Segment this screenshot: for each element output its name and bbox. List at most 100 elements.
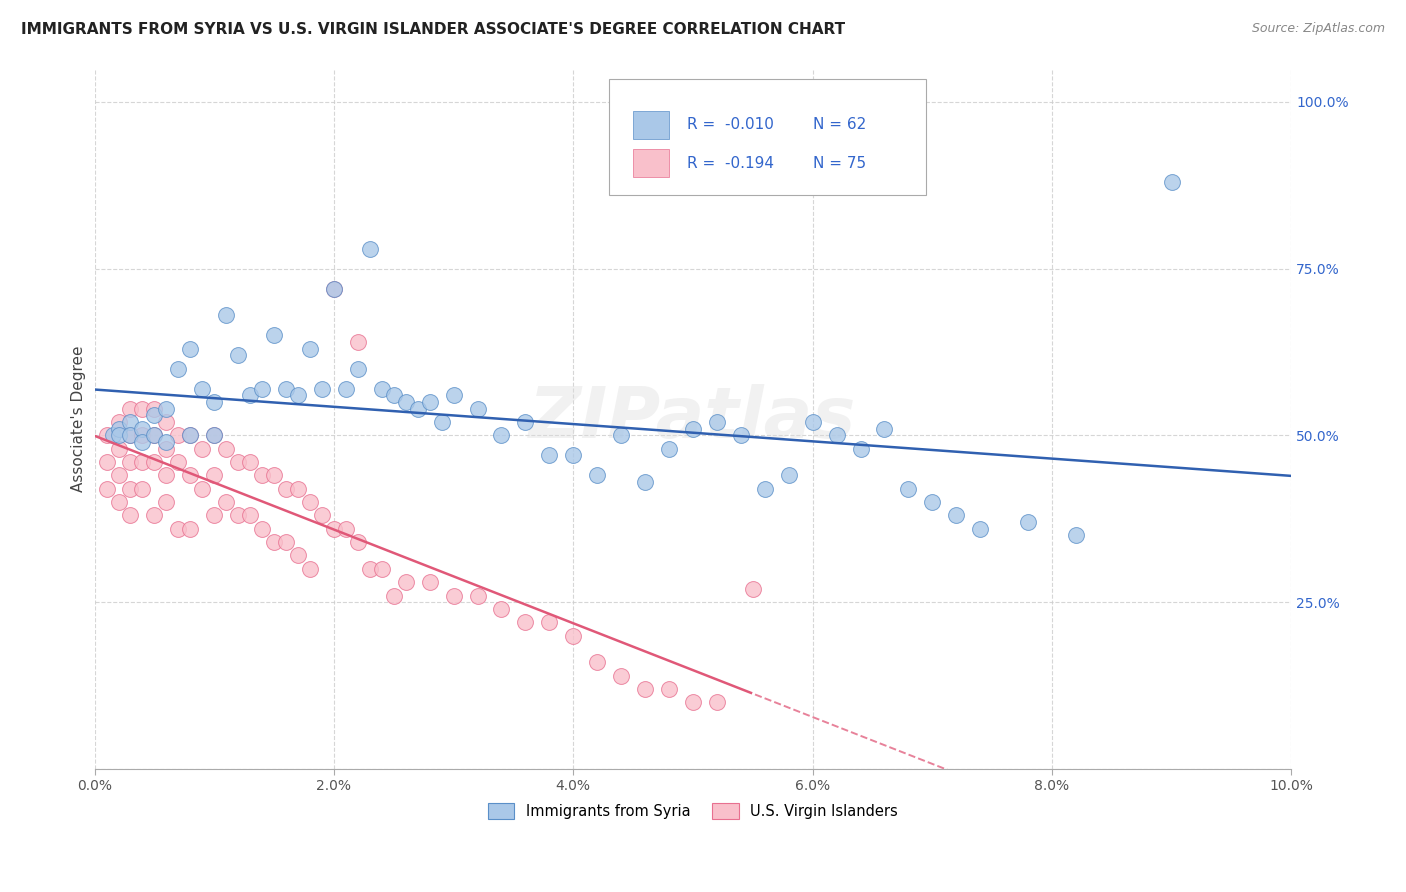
Point [120, 428, 142, 442]
Point [419, 395, 441, 409]
Point [143, 508, 166, 523]
Point [359, 562, 381, 576]
Point [274, 382, 297, 396]
Point [371, 382, 394, 396]
Point [107, 495, 129, 509]
Point [239, 508, 262, 523]
Point [382, 589, 405, 603]
Point [586, 655, 609, 669]
Text: Source: ZipAtlas.com: Source: ZipAtlas.com [1251, 22, 1385, 36]
Text: N = 62: N = 62 [813, 117, 866, 132]
Point [298, 495, 321, 509]
Point [491, 428, 513, 442]
Point [239, 455, 262, 469]
Point [179, 428, 201, 442]
Point [1160, 175, 1182, 189]
Point [682, 422, 704, 436]
Point [754, 482, 776, 496]
Point [538, 449, 561, 463]
Point [155, 442, 177, 456]
Point [658, 681, 681, 696]
Point [179, 522, 201, 536]
Point [1017, 515, 1039, 529]
Point [191, 442, 214, 456]
Point [120, 482, 142, 496]
Point [406, 401, 429, 416]
Point [167, 428, 190, 442]
Point [202, 395, 225, 409]
Point [263, 468, 285, 483]
Point [239, 388, 262, 402]
Point [107, 468, 129, 483]
Text: IMMIGRANTS FROM SYRIA VS U.S. VIRGIN ISLANDER ASSOCIATE'S DEGREE CORRELATION CHA: IMMIGRANTS FROM SYRIA VS U.S. VIRGIN ISL… [21, 22, 845, 37]
Point [107, 442, 129, 456]
FancyBboxPatch shape [609, 79, 927, 194]
Point [131, 435, 153, 450]
Point [287, 549, 309, 563]
Point [382, 388, 405, 402]
Point [226, 508, 249, 523]
Point [921, 495, 943, 509]
Point [335, 522, 357, 536]
Point [395, 575, 418, 590]
Point [131, 401, 153, 416]
Point [191, 482, 214, 496]
Point [143, 428, 166, 442]
Point [107, 422, 129, 436]
Point [250, 522, 273, 536]
Point [191, 382, 214, 396]
Point [682, 695, 704, 709]
Point [849, 442, 872, 456]
Point [167, 361, 190, 376]
Text: ZIPatlas: ZIPatlas [529, 384, 856, 453]
Point [298, 562, 321, 576]
Text: R =  -0.194: R = -0.194 [688, 155, 773, 170]
FancyBboxPatch shape [633, 149, 669, 178]
Point [179, 342, 201, 356]
Point [274, 535, 297, 549]
Point [202, 428, 225, 442]
Point [634, 475, 657, 489]
Point [706, 415, 728, 429]
Point [395, 395, 418, 409]
Point [419, 575, 441, 590]
Point [443, 388, 465, 402]
Point [155, 495, 177, 509]
Point [945, 508, 967, 523]
Point [101, 428, 124, 442]
Point [107, 415, 129, 429]
Point [741, 582, 763, 596]
Point [96, 455, 118, 469]
Point [215, 495, 238, 509]
Point [610, 668, 633, 682]
Point [96, 482, 118, 496]
Point [897, 482, 920, 496]
Point [167, 522, 190, 536]
Point [873, 422, 896, 436]
Point [120, 401, 142, 416]
Point [179, 428, 201, 442]
Point [202, 468, 225, 483]
Point [226, 455, 249, 469]
Point [467, 401, 489, 416]
Point [131, 428, 153, 442]
Point [801, 415, 824, 429]
Point [120, 508, 142, 523]
Point [120, 455, 142, 469]
Point [467, 589, 489, 603]
Point [155, 468, 177, 483]
Point [143, 401, 166, 416]
Point [778, 468, 800, 483]
Point [323, 282, 346, 296]
Point [311, 382, 333, 396]
Point [658, 442, 681, 456]
Point [155, 415, 177, 429]
Point [202, 508, 225, 523]
Point [515, 415, 537, 429]
Point [706, 695, 728, 709]
Point [323, 522, 346, 536]
Point [131, 455, 153, 469]
Point [347, 361, 370, 376]
Point [825, 428, 848, 442]
Point [167, 455, 190, 469]
